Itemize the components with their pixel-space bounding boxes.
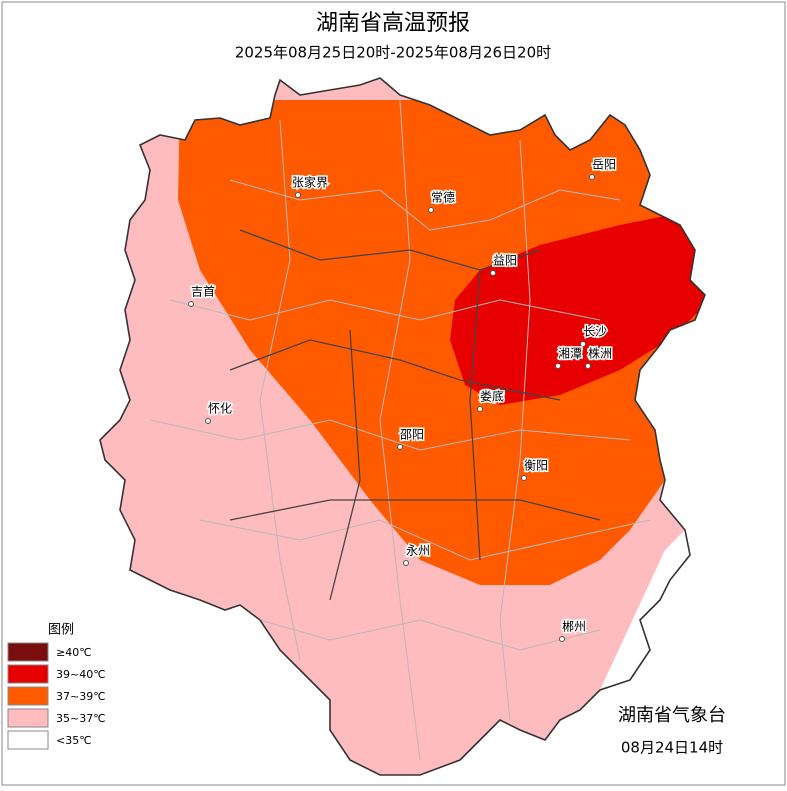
city-label: 湘潭	[558, 346, 582, 361]
city-dot	[555, 363, 561, 369]
city-dot	[428, 207, 434, 213]
issuer: 湖南省气象台	[618, 705, 726, 726]
legend-label: 39~40℃	[56, 668, 106, 681]
city-label: 益阳	[493, 254, 517, 268]
legend-label: ≥40℃	[56, 646, 92, 659]
legend: ≥40℃ 39~40℃ 37~39℃ 35~37℃ <35℃	[7, 642, 106, 750]
city-boundaries	[229, 229, 601, 601]
legend-label: <35℃	[56, 734, 92, 747]
city-label: 郴州	[562, 620, 586, 634]
city-label: 岳阳	[592, 158, 616, 172]
city-label: 永州	[406, 544, 430, 558]
city-label: 邵阳	[400, 428, 424, 442]
legend-label: 35~37℃	[56, 712, 106, 725]
legend-swatch	[7, 642, 49, 662]
legend-swatch	[7, 730, 49, 750]
city-label: 长沙	[583, 325, 607, 339]
legend-label: 37~39℃	[56, 690, 106, 703]
city-dot	[490, 270, 496, 276]
city-dot	[559, 636, 565, 642]
legend-swatch	[7, 708, 49, 728]
region-37-39	[178, 100, 700, 585]
county-lines	[149, 99, 651, 761]
city-dot	[403, 560, 409, 566]
city-dot	[521, 475, 527, 481]
city-label: 娄底	[480, 389, 504, 404]
city-dot	[397, 444, 403, 450]
legend-swatch	[7, 664, 49, 684]
region-39-40	[450, 215, 705, 405]
city-dot	[295, 192, 301, 198]
city-label: 怀化	[208, 402, 232, 416]
city-dot	[589, 174, 595, 180]
city-dot	[477, 406, 483, 412]
city-dot	[188, 301, 194, 307]
city-dot	[205, 418, 211, 424]
city-label: 株洲	[588, 346, 612, 361]
city-dot	[585, 363, 591, 369]
issue-date: 08月24日14时	[621, 739, 723, 757]
subtitle: 2025年08月25日20时-2025年08月26日20时	[235, 44, 551, 62]
title: 湖南省高温预报	[316, 11, 470, 36]
legend-title: 图例	[48, 623, 74, 638]
legend-swatch	[7, 686, 49, 706]
city-label: 张家界	[292, 175, 328, 190]
city-label: 常德	[431, 190, 455, 205]
city-dot	[580, 341, 586, 347]
city-label: 吉首	[191, 285, 215, 299]
city-label: 衡阳	[524, 459, 548, 473]
